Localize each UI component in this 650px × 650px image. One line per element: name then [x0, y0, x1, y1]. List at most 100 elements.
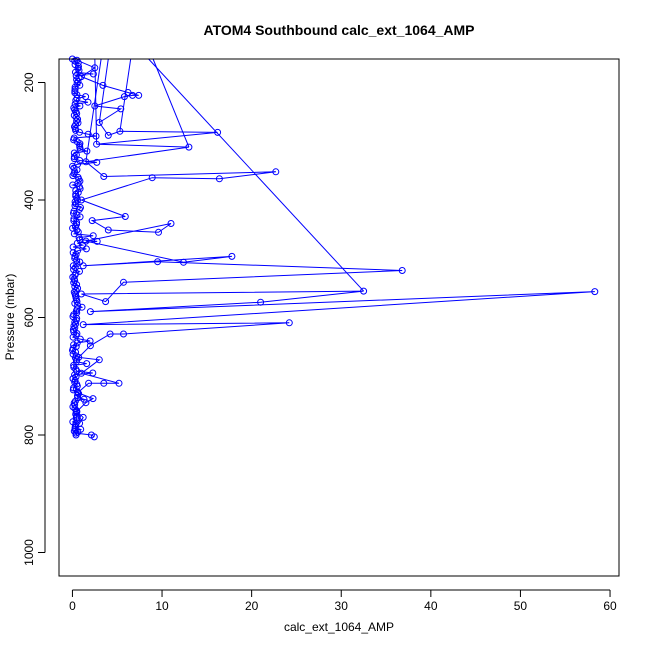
data-point: [75, 353, 83, 361]
background-point: [69, 403, 77, 411]
data-point: [82, 399, 90, 407]
x-axis: 0 10 20 30 40 50 60: [69, 589, 617, 613]
data-point: [257, 298, 265, 306]
background-point: [76, 81, 84, 89]
data-point: [104, 226, 112, 234]
background-point: [76, 128, 83, 136]
offscale-trace: [94, 58, 98, 145]
data-point: [106, 330, 114, 338]
y-axis-label: Pressure (mbar): [3, 274, 17, 361]
x-axis-label: calc_ext_1064_AMP: [284, 620, 394, 634]
offscale-trace: [85, 58, 102, 162]
offscale-trace: [148, 58, 365, 292]
background-point: [70, 230, 78, 238]
background-point: [72, 316, 80, 324]
background-point: [86, 337, 94, 345]
data-point: [88, 217, 96, 225]
background-point: [76, 102, 84, 110]
x-tick-label: 40: [424, 599, 438, 613]
y-tick-label: 200: [22, 72, 36, 92]
data-point: [360, 287, 368, 295]
chart-title: ATOM4 Southbound calc_ext_1064_AMP: [204, 22, 475, 38]
data-point: [74, 389, 82, 397]
background-point: [69, 333, 77, 341]
background-point: [72, 126, 80, 134]
data-point: [167, 220, 175, 227]
data-point: [104, 131, 112, 139]
offscale-trace: [119, 58, 132, 132]
data-point: [285, 319, 293, 327]
x-tick-label: 20: [245, 599, 259, 613]
y-tick-label: 600: [22, 307, 36, 327]
background-point: [76, 185, 84, 193]
data-point: [77, 369, 85, 377]
background-point: [70, 170, 78, 178]
background-point: [90, 433, 98, 441]
y-tick-label: 400: [22, 190, 36, 210]
background-point: [78, 303, 86, 311]
plot-frame: [58, 58, 620, 577]
y-axis: 200 400 600 800 1000: [22, 72, 46, 566]
data-point: [102, 298, 110, 306]
background-point: [76, 213, 84, 221]
x-tick-label: 0: [69, 599, 76, 613]
background-point: [73, 339, 81, 347]
data-point: [120, 278, 127, 286]
background-point: [73, 260, 81, 268]
data-point: [85, 379, 93, 387]
background-point: [74, 393, 82, 401]
data-point: [591, 288, 599, 296]
background-point: [75, 66, 83, 74]
data-point: [185, 143, 193, 151]
background-point: [71, 354, 79, 362]
data-point: [124, 89, 132, 96]
offscale-trace: [152, 58, 190, 148]
data-point: [228, 252, 236, 260]
background-point: [72, 151, 80, 159]
data-point: [99, 81, 107, 89]
data-point: [76, 419, 84, 427]
data-point: [86, 342, 94, 350]
background-point: [73, 76, 81, 84]
background-point: [69, 262, 77, 270]
x-tick-label: 30: [335, 599, 349, 613]
data-point: [121, 213, 129, 220]
data-point: [115, 379, 123, 387]
background-point: [84, 130, 92, 138]
background-point: [73, 298, 81, 305]
data-point: [100, 379, 108, 387]
data-point: [95, 356, 103, 364]
data-point: [148, 174, 156, 182]
data-point: [73, 56, 81, 64]
offscale-trace: [98, 58, 109, 123]
data-point: [77, 196, 85, 204]
data-point: [86, 308, 94, 316]
data-point: [82, 237, 90, 245]
data-point: [272, 168, 280, 176]
x-tick-label: 60: [603, 599, 617, 613]
data-point: [73, 408, 81, 415]
background-point: [93, 158, 101, 166]
background-point: [69, 181, 77, 189]
y-tick-label: 1000: [22, 539, 36, 566]
data-point: [180, 258, 187, 266]
data-point: [77, 290, 85, 298]
y-tick-label: 800: [22, 425, 36, 445]
background-point: [82, 245, 90, 253]
data-point: [77, 73, 85, 81]
background-point: [84, 98, 92, 106]
background-point: [76, 145, 84, 153]
background-point: [89, 232, 97, 240]
data-point: [154, 258, 162, 266]
data-point: [135, 91, 143, 99]
x-tick-label: 50: [514, 599, 528, 613]
background-point: [80, 395, 88, 403]
data-point: [215, 175, 223, 183]
data-point: [79, 321, 87, 329]
background-point: [74, 247, 81, 255]
background-point: [72, 96, 80, 104]
data-point: [120, 330, 127, 338]
data-point: [89, 395, 97, 403]
